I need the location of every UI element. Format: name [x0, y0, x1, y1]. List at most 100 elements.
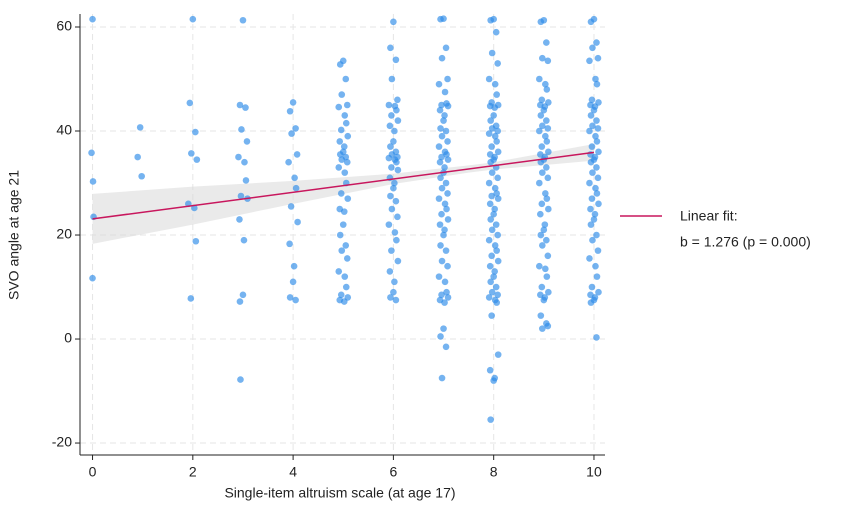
point: [593, 117, 600, 124]
point: [394, 166, 402, 174]
point: [539, 169, 546, 176]
point: [292, 125, 299, 132]
y-tick-label: 20: [56, 226, 72, 242]
point: [545, 205, 552, 213]
point: [335, 164, 343, 171]
x-tick-label: 4: [289, 464, 297, 480]
point: [444, 262, 451, 270]
point: [238, 126, 245, 133]
point: [387, 192, 394, 200]
point: [588, 143, 596, 150]
point: [239, 16, 247, 24]
point: [444, 75, 451, 83]
point: [438, 291, 445, 299]
point: [545, 148, 552, 156]
legend-label: b = 1.276 (p = 0.000): [680, 234, 811, 250]
point: [542, 190, 549, 197]
point: [540, 296, 548, 304]
point: [237, 376, 244, 383]
point: [491, 184, 499, 192]
point: [291, 174, 298, 182]
point: [385, 101, 393, 109]
point: [494, 291, 501, 299]
point: [590, 216, 598, 223]
point: [487, 117, 494, 124]
point: [337, 291, 345, 299]
point: [134, 153, 141, 161]
point: [540, 226, 548, 234]
point: [595, 288, 602, 296]
point: [492, 221, 500, 228]
point: [335, 103, 343, 111]
point: [488, 226, 496, 234]
point: [343, 255, 351, 262]
point: [343, 158, 351, 166]
point: [486, 262, 494, 270]
point: [236, 101, 244, 109]
point: [441, 278, 449, 286]
point: [543, 86, 551, 93]
point: [536, 75, 543, 83]
point: [543, 236, 550, 244]
x-tick-label: 0: [89, 464, 97, 480]
x-axis-label: Single-item altruism scale (at age 17): [224, 485, 455, 501]
point: [435, 80, 443, 88]
point: [485, 75, 493, 83]
point: [490, 210, 497, 218]
y-axis-label: SVO angle at age 21: [6, 170, 22, 300]
point: [494, 148, 502, 156]
point: [485, 236, 493, 244]
point: [491, 132, 499, 140]
point: [592, 75, 599, 83]
point: [438, 132, 446, 140]
point: [488, 312, 495, 319]
point: [444, 156, 452, 163]
point: [491, 242, 499, 249]
point: [544, 322, 552, 330]
point: [385, 221, 393, 228]
point: [537, 312, 545, 319]
point: [438, 184, 446, 192]
point: [438, 210, 445, 218]
point: [487, 216, 494, 223]
point: [488, 125, 496, 132]
point: [543, 138, 551, 145]
point: [342, 75, 350, 83]
point: [593, 273, 601, 280]
point: [388, 205, 396, 213]
point: [436, 158, 444, 166]
point: [341, 112, 349, 119]
point: [393, 106, 400, 114]
point: [388, 75, 396, 83]
x-tick-label: 2: [189, 464, 197, 480]
point: [236, 216, 243, 223]
point: [539, 325, 546, 332]
point: [292, 296, 299, 304]
point: [589, 169, 596, 176]
point: [437, 333, 444, 340]
point: [441, 299, 448, 306]
point: [587, 158, 595, 166]
point: [537, 210, 544, 218]
point: [388, 164, 395, 171]
point: [392, 296, 400, 304]
point: [341, 273, 349, 280]
point: [491, 80, 499, 88]
point: [188, 150, 195, 157]
point: [293, 151, 301, 158]
point: [438, 101, 445, 109]
point: [387, 44, 394, 52]
y-tick-label: 60: [56, 18, 72, 34]
point: [388, 247, 395, 254]
point: [444, 138, 451, 145]
point: [341, 169, 349, 176]
point: [442, 44, 450, 52]
point: [486, 200, 494, 208]
y-tick-label: 0: [64, 330, 72, 346]
point: [591, 210, 599, 218]
point: [337, 126, 345, 134]
point: [344, 132, 352, 140]
point: [186, 99, 194, 107]
point: [543, 39, 550, 46]
